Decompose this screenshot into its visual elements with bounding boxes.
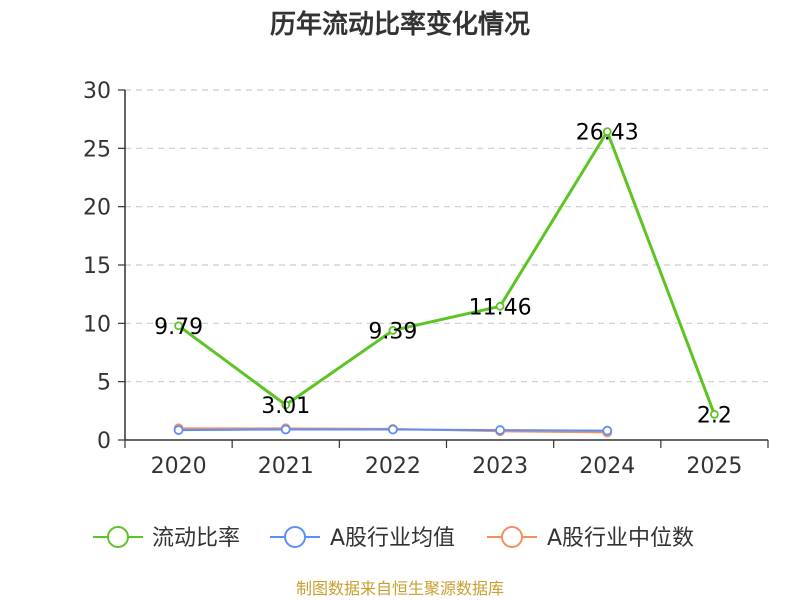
series-point-0 [281, 400, 291, 410]
x-tick-label: 2023 [472, 454, 528, 479]
series-point-1 [280, 424, 291, 435]
legend-marker-0 [107, 526, 129, 548]
x-tick-label: 2021 [258, 454, 314, 479]
legend: 流动比率 A股行业均值 A股行业中位数 [93, 526, 694, 551]
series-point-1 [173, 425, 184, 435]
legend-marker-2 [501, 526, 523, 548]
x-tick-label: 2022 [365, 454, 421, 479]
data-label: 11.46 [469, 295, 532, 320]
y-tick-label: 30 [83, 79, 111, 104]
series-point-1 [602, 425, 613, 436]
y-tick-label: 25 [83, 137, 111, 162]
source-note: 制图数据来自恒生聚源数据库 [296, 579, 504, 598]
series-point-0 [388, 326, 398, 335]
series-point-0 [602, 127, 612, 137]
data-label: 9.79 [154, 315, 203, 340]
x-tick-label: 2020 [151, 454, 207, 479]
legend-label-0: 流动比率 [152, 526, 240, 551]
grid-lines [125, 89, 768, 383]
legend-label-1: A股行业均值 [330, 526, 455, 551]
y-tick-label: 10 [83, 312, 111, 337]
series-point-0 [710, 409, 719, 419]
legend-marker-1 [284, 526, 306, 548]
chart-title: 历年流动比率变化情况 [270, 9, 530, 40]
series-line-0 [177, 130, 716, 415]
data-label: 3.01 [261, 394, 310, 419]
series-point-0 [495, 301, 505, 311]
y-tick-label: 20 [83, 196, 111, 221]
series-point-1 [388, 424, 398, 435]
x-tick-label: 2024 [579, 454, 635, 479]
x-tick-label: 2025 [686, 454, 742, 479]
data-labels: 9.79 3.01 9.39 11.46 26.43 2.2 [154, 121, 732, 429]
series-point-1 [495, 425, 505, 435]
legend-label-2: A股行业中位数 [547, 526, 694, 551]
y-tick-label: 15 [83, 254, 111, 279]
data-label: 9.39 [368, 319, 417, 344]
data-label: 26.43 [576, 121, 639, 146]
data-label: 2.2 [697, 403, 732, 428]
y-tick-label: 0 [97, 429, 111, 454]
series-point-0 [174, 321, 183, 331]
series-layer [173, 127, 719, 438]
y-tick-label: 5 [97, 371, 111, 396]
